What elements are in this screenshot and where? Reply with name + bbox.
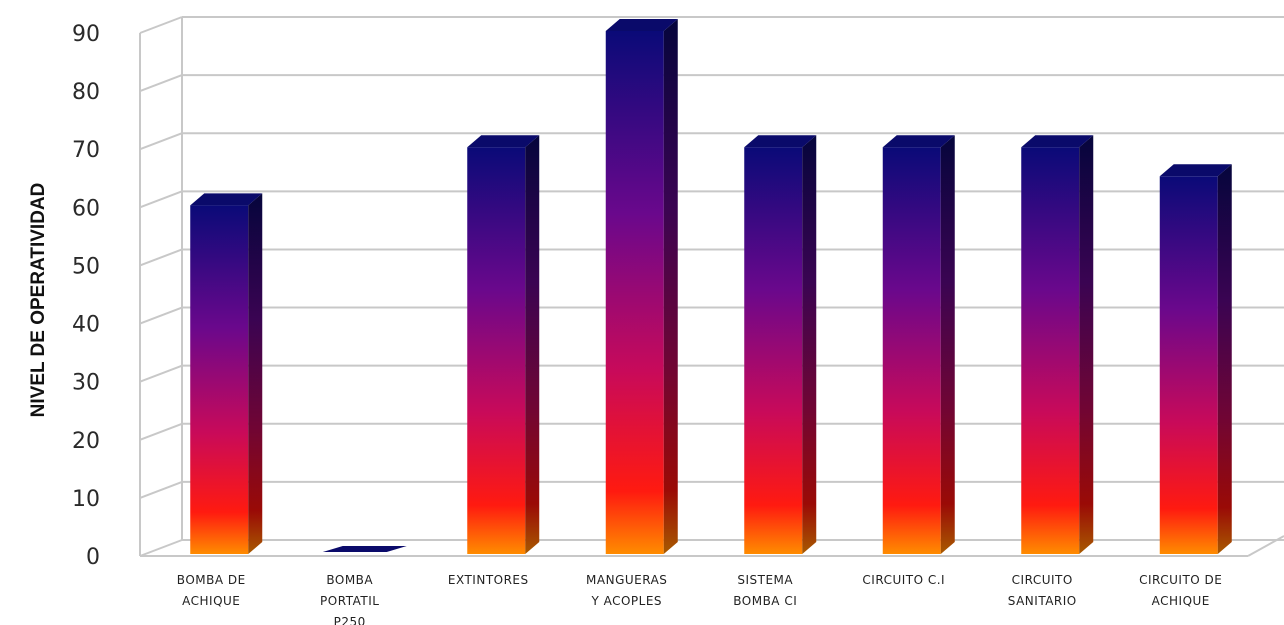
bar-top [190,193,263,206]
y-tick-label: 60 [72,196,100,221]
bar-top [744,135,817,148]
gridline [139,16,1284,34]
bar [605,19,678,554]
bar-top [322,546,407,552]
bar [467,135,540,554]
bar [882,135,955,554]
gridline [139,422,1284,441]
y-tick-label: 0 [86,545,100,570]
bar-top [467,135,540,148]
bar-top [1159,164,1232,177]
gridline [139,248,1284,267]
x-tick-label: EXTINTORES [448,573,529,587]
bar-front [882,147,941,554]
floor-right-edge [1247,535,1284,557]
x-tick-label: CIRCUITO C.I [862,573,945,587]
bar-top [1021,135,1094,148]
bar [1159,164,1232,554]
gridline [139,539,1284,557]
gridline [139,306,1284,325]
x-tick-label: MANGUERAS Y ACOPLES [586,573,667,608]
gridline [139,74,1284,93]
y-axis-ticks: 0 10 20 30 40 50 60 70 80 90 [72,22,100,570]
y-tick-label: 40 [72,313,100,338]
x-tick-label: BOMBA PORTATIL P250 [320,573,379,625]
x-tick-label: SISTEMA BOMBA CI [733,573,797,608]
y-tick-label: 30 [72,371,100,396]
bar-side [663,19,678,554]
bar [190,193,263,555]
x-axis-ticks: BOMBA DE ACHIQUE BOMBA PORTATIL P250 EXTINTOR… [177,573,1222,625]
y-tick-label: 20 [72,429,100,454]
bar [1021,135,1094,554]
gridlines [139,16,1284,557]
bar-side [1079,135,1094,554]
bar-side [248,193,263,555]
y-tick-label: 90 [72,22,100,47]
bar-side [802,135,817,554]
y-tick-label: 50 [72,254,100,279]
bar-front [1159,176,1218,554]
x-tick-label: CIRCUITO DE ACHIQUE [1139,573,1222,608]
bar-front [190,205,249,555]
bar [322,546,407,552]
bar-front [1021,147,1080,554]
x-tick-label: CIRCUITO SANITARIO [1008,573,1077,608]
bar-side [1217,164,1232,554]
bar-front [605,31,664,554]
y-axis-label: NIVEL DE OPERATIVIDAD [28,183,49,418]
bar [744,135,817,554]
bar-front [744,147,803,554]
y-tick-label: 10 [72,487,100,512]
y-tick-label: 70 [72,138,100,163]
x-tick-label: BOMBA DE ACHIQUE [177,573,246,608]
bar-side [525,135,540,554]
gridline [139,480,1284,499]
bar-side [940,135,955,554]
y-tick-label: 80 [72,80,100,105]
bar-top [882,135,955,148]
gridline [139,132,1284,151]
gridline [139,364,1284,383]
bars [190,19,1232,555]
bar-front [467,147,526,554]
gridline [139,190,1284,209]
bar-top [605,19,678,31]
